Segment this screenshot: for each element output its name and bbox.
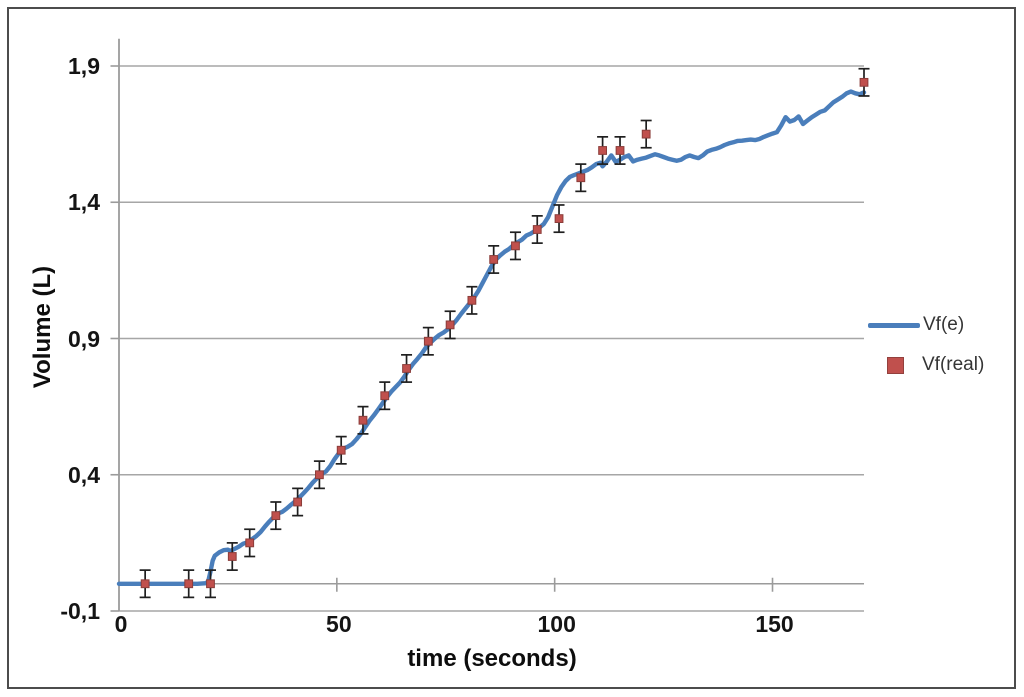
data-point-marker [336,445,346,455]
y-tick-label: 1,9 [68,53,100,79]
y-axis-title: Volume (L) [29,265,56,389]
series-line-vfe [116,89,867,586]
legend-item-vfe: Vf(e) [862,306,1020,344]
data-point-marker [445,320,455,330]
data-point-marker [206,579,215,589]
data-point-marker [140,579,150,589]
x-tick-label: 150 [755,611,794,637]
data-point-marker [245,538,255,548]
data-point-marker [184,579,194,589]
data-point-marker [293,497,303,507]
x-axis-title: time (seconds) [407,645,577,672]
data-point-marker [532,225,542,234]
legend: Vf(e) Vf(real) [862,306,1020,384]
y-tick-label: 1,4 [68,189,100,216]
data-point-marker [554,214,564,223]
data-point-marker [511,241,520,251]
legend-item-vfreal: Vf(real) [862,346,1020,384]
legend-label-vfe: Vf(e) [923,314,965,335]
x-tick-label: 0 [114,611,128,637]
legend-line-swatch [868,322,920,328]
data-point-marker [576,173,586,183]
data-point-marker [423,336,433,346]
data-point-marker [859,77,869,87]
data-point-marker [489,255,499,264]
data-point-marker [271,511,281,521]
y-tick-label: -0,1 [60,598,100,624]
data-point-marker [315,470,324,480]
x-tick-label: 100 [537,611,576,637]
y-tick-label: 0,9 [68,325,100,352]
legend-square-swatch [887,356,904,374]
legend-label-vfreal: Vf(real) [922,354,985,375]
data-point-marker [227,552,237,561]
data-point-marker [358,415,368,425]
data-point-marker [641,129,651,139]
chart-outer-border [7,7,1016,689]
data-point-marker [615,146,625,155]
data-point-marker [380,391,390,401]
y-tick-label: 0,4 [68,461,100,488]
data-point-marker [467,295,477,305]
data-point-marker [598,146,607,155]
data-point-marker [402,364,411,373]
x-tick-label: 50 [326,611,352,637]
